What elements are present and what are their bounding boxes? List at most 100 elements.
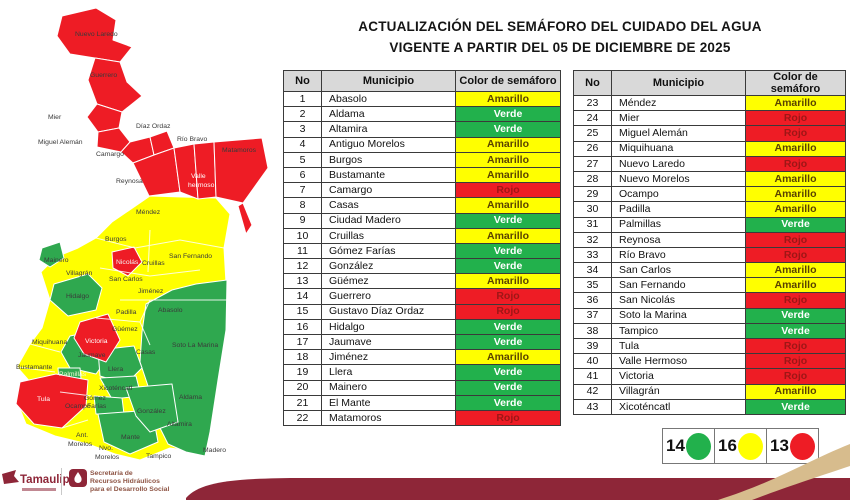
map-label: Palmillas — [59, 371, 87, 378]
table-row: 14 Guerrero Rojo — [283, 288, 561, 305]
col-header-no: No — [573, 70, 612, 96]
cell-color: Rojo — [745, 125, 846, 142]
cell-color: Rojo — [745, 337, 846, 355]
map-label: Altamira — [167, 421, 192, 428]
cell-municipio: San Carlos — [611, 262, 746, 279]
agency-line2: Recursos Hidráulicos — [90, 478, 160, 485]
cell-municipio: Bustamante — [321, 166, 456, 184]
cell-color: Verde — [745, 307, 846, 324]
map-svg: Nuevo Laredo Guerrero Mier Díaz Ordaz Miguel… — [15, 7, 269, 461]
cell-color: Amarillo — [455, 90, 561, 108]
cell-no: 13 — [283, 273, 322, 290]
table-row: 12 González Verde — [283, 258, 561, 275]
legend-count: 13 — [770, 436, 789, 455]
map-label: San Fernando — [169, 253, 212, 260]
map-region-victoria — [73, 313, 121, 363]
map-region-san-nicolas — [111, 246, 143, 277]
map-label: Mier — [48, 114, 62, 121]
cell-no: 42 — [573, 383, 612, 400]
legend-verde-dot-icon — [685, 432, 711, 460]
cell-no: 5 — [283, 151, 322, 168]
table-row: 32 Reynosa Rojo — [573, 231, 846, 248]
cell-municipio: Victoria — [611, 368, 746, 385]
table-row: 7 Camargo Rojo — [283, 182, 561, 199]
cell-municipio: Mainero — [321, 379, 456, 396]
map-label: Morelos — [68, 441, 93, 448]
cell-color: Verde — [745, 322, 846, 340]
cell-municipio: Miquihuana — [611, 140, 746, 157]
table-row: 31 Palmillas Verde — [573, 216, 846, 233]
map-label: Ant. — [76, 432, 88, 439]
map-region-mainero — [38, 241, 65, 268]
col-header-color: Color de semáforo — [745, 70, 846, 96]
cell-municipio: Mier — [611, 110, 746, 127]
table-row: 28 Nuevo Morelos Amarillo — [573, 170, 846, 188]
map-region-reynosa — [132, 147, 181, 197]
col-header-municipio: Municipio — [611, 70, 746, 96]
table-row: 11 Gómez Farías Verde — [283, 242, 561, 260]
page-title-line1: ACTUALIZACIÓN DEL SEMÁFORO DEL CUIDADO D… — [358, 19, 762, 34]
cell-color: Amarillo — [745, 140, 846, 157]
table-row: 22 Matamoros Rojo — [283, 409, 561, 427]
map-label: Madero — [203, 447, 226, 454]
table-row: 37 Soto la Marina Verde — [573, 307, 846, 324]
cell-municipio: Xicoténcatl — [611, 398, 746, 415]
cell-no: 4 — [283, 136, 322, 153]
cell-color: Amarillo — [745, 170, 846, 188]
legend-cell-rojo: 13 — [767, 429, 818, 463]
table-row: 41 Victoria Rojo — [573, 368, 846, 385]
table-row: 15 Gustavo Díaz Ordaz Rojo — [283, 303, 561, 320]
cell-color: Verde — [455, 318, 561, 336]
cell-no: 27 — [573, 155, 612, 172]
table-row: 18 Jiménez Amarillo — [283, 349, 561, 366]
cell-color: Amarillo — [455, 349, 561, 366]
table-row: 39 Tula Rojo — [573, 337, 846, 355]
map-label: Miguel Alemán — [38, 139, 83, 146]
cell-no: 35 — [573, 277, 612, 294]
table-row: 3 Altamira Verde — [283, 121, 561, 138]
cell-municipio: Tula — [611, 337, 746, 355]
map-region-hidalgo — [49, 273, 103, 317]
cell-color: Rojo — [745, 231, 846, 248]
cell-no: 24 — [573, 110, 612, 127]
cell-color: Rojo — [455, 303, 561, 320]
cell-color: Amarillo — [745, 262, 846, 279]
cell-no: 29 — [573, 186, 612, 203]
cell-municipio: Río Bravo — [611, 246, 746, 264]
cell-municipio: Gómez Farías — [321, 242, 456, 260]
cell-municipio: Nuevo Laredo — [611, 155, 746, 172]
cell-municipio: Valle Hermoso — [611, 353, 746, 370]
table-row: 17 Jaumave Verde — [283, 333, 561, 351]
cell-no: 30 — [573, 201, 612, 218]
cell-municipio: Palmillas — [611, 216, 746, 233]
agency-line3: para el Desarrollo Social — [90, 486, 170, 493]
cell-municipio: Altamira — [321, 121, 456, 138]
cell-color: Verde — [455, 394, 561, 411]
cell-municipio: Llera — [321, 364, 456, 381]
map-label: Reynosa — [116, 178, 143, 185]
legend-amarillo-dot-icon — [737, 432, 763, 460]
cell-no: 21 — [283, 394, 322, 411]
table-row: 35 San Fernando Amarillo — [573, 277, 846, 294]
col-header-municipio: Municipio — [321, 70, 456, 92]
table-row: 43 Xicoténcatl Verde — [573, 398, 846, 415]
map-region-guerrero — [87, 57, 143, 113]
cell-municipio: Villagrán — [611, 383, 746, 400]
map-label: Nvo. — [99, 445, 113, 452]
cell-no: 26 — [573, 140, 612, 157]
map-labels: Nuevo Laredo Guerrero Mier Díaz Ordaz Miguel… — [16, 31, 257, 461]
cell-color: Verde — [745, 398, 846, 415]
cell-color: Verde — [455, 379, 561, 396]
table-row: 16 Hidalgo Verde — [283, 318, 561, 336]
cell-municipio: Burgos — [321, 151, 456, 168]
cell-municipio: Jaumave — [321, 333, 456, 351]
cell-municipio: Abasolo — [321, 90, 456, 108]
cell-color: Verde — [455, 333, 561, 351]
map-label: Jaumave — [78, 352, 106, 359]
cell-color: Rojo — [455, 409, 561, 427]
cell-municipio: Méndez — [611, 94, 746, 112]
table-row: 6 Bustamante Amarillo — [283, 166, 561, 184]
map-label: Bustamante — [16, 364, 52, 371]
legend-count: 14 — [666, 436, 685, 455]
cell-municipio: Antiguo Morelos — [321, 136, 456, 153]
